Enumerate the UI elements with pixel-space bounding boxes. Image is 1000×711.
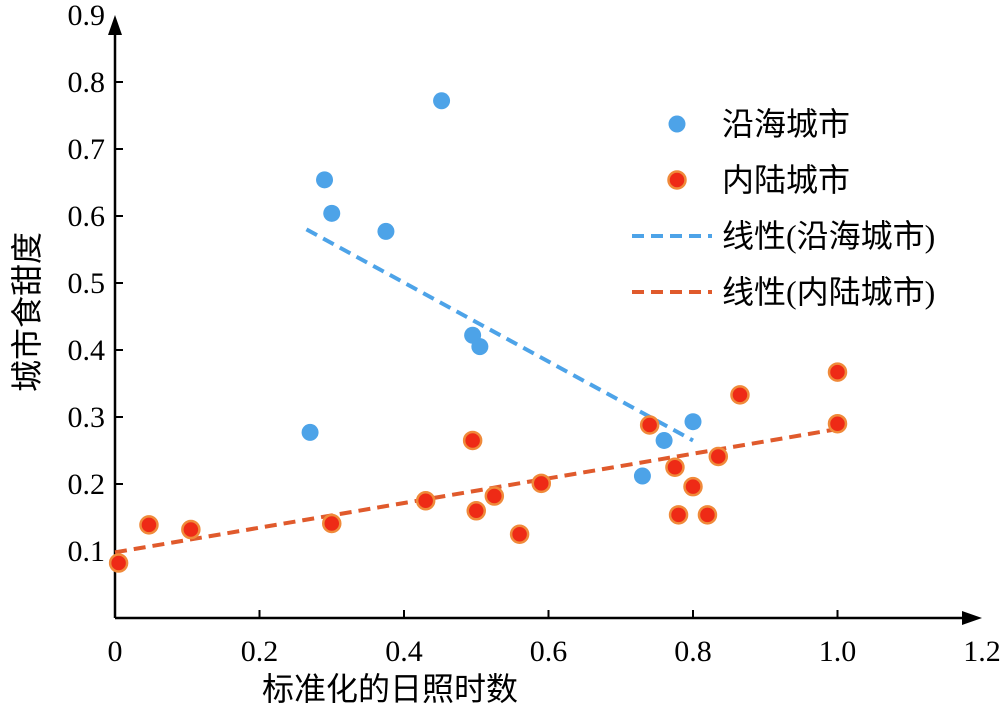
y-tick-label: 0.5 (68, 267, 106, 300)
y-tick-label: 0.8 (68, 66, 106, 99)
data-point-series-1 (665, 457, 685, 477)
x-tick-label: 1.0 (819, 635, 857, 668)
trendline-2 (305, 227, 694, 443)
data-point-series-1 (668, 505, 689, 525)
data-point-series-0 (377, 222, 395, 240)
data-point-series-1 (466, 501, 486, 521)
x-tick-label: 0.6 (530, 635, 568, 668)
data-point-series-1 (531, 473, 552, 494)
y-tick-label: 0.3 (68, 401, 106, 434)
legend-label-0: 沿海城市 (722, 106, 850, 142)
legend-label-1: 内陆城市 (722, 162, 850, 198)
data-point-series-0 (301, 423, 319, 441)
data-point-series-0 (633, 467, 651, 485)
y-tick-label: 0.9 (68, 0, 106, 32)
data-point-series-1 (827, 413, 848, 434)
data-point-series-1 (708, 446, 729, 467)
y-tick-label: 0.1 (68, 535, 106, 568)
y-axis-arrow (108, 15, 122, 35)
data-point-series-0 (316, 171, 334, 189)
axes (108, 15, 982, 625)
data-point-series-0 (655, 431, 673, 449)
legend-label-3: 线性(内陆城市) (722, 274, 935, 310)
legend-swatch-0 (668, 115, 686, 133)
data-point-series-1 (139, 515, 159, 535)
data-point-series-1 (322, 513, 342, 534)
y-tick-label: 0.2 (68, 468, 106, 501)
data-point-series-1 (462, 430, 483, 451)
data-point-series-1 (509, 524, 530, 544)
x-axis-arrow (962, 611, 982, 625)
x-tick-label: 1.2 (963, 635, 1000, 668)
data-point-series-0 (684, 413, 702, 431)
legend-label-2: 线性(沿海城市) (722, 218, 935, 254)
x-tick-label: 0.8 (674, 635, 712, 668)
x-tick-label: 0 (108, 635, 123, 668)
x-tick-label: 0.2 (241, 635, 279, 668)
data-point-series-0 (433, 92, 451, 110)
x-tick-label: 0.4 (385, 635, 423, 668)
data-point-series-1 (683, 476, 703, 497)
y-tick-label: 0.7 (68, 133, 106, 166)
data-point-series-0 (323, 204, 341, 222)
x-axis-title: 标准化的日照时数 (262, 671, 518, 707)
data-point-series-1 (639, 415, 660, 435)
data-point-series-1 (697, 505, 718, 525)
y-tick-label: 0.4 (68, 334, 106, 367)
legend-swatch-1 (667, 170, 687, 190)
data-point-series-1 (730, 385, 750, 405)
data-point-series-1 (181, 519, 201, 540)
data-point-series-1 (484, 486, 505, 506)
data-point-series-0 (471, 338, 489, 356)
data-point-series-1 (827, 362, 848, 382)
y-tick-label: 0.6 (68, 200, 106, 233)
y-axis-title: 城市食甜度 (9, 232, 45, 392)
data-point-series-1 (108, 553, 129, 573)
axis-labels: 0 0.2 0.4 0.6 0.8 1.0 1.2 0.1 0.2 0.3 0.4 0.5 0.6 0.7… (9, 0, 1000, 707)
data-points (108, 92, 848, 573)
data-point-series-1 (415, 491, 436, 511)
